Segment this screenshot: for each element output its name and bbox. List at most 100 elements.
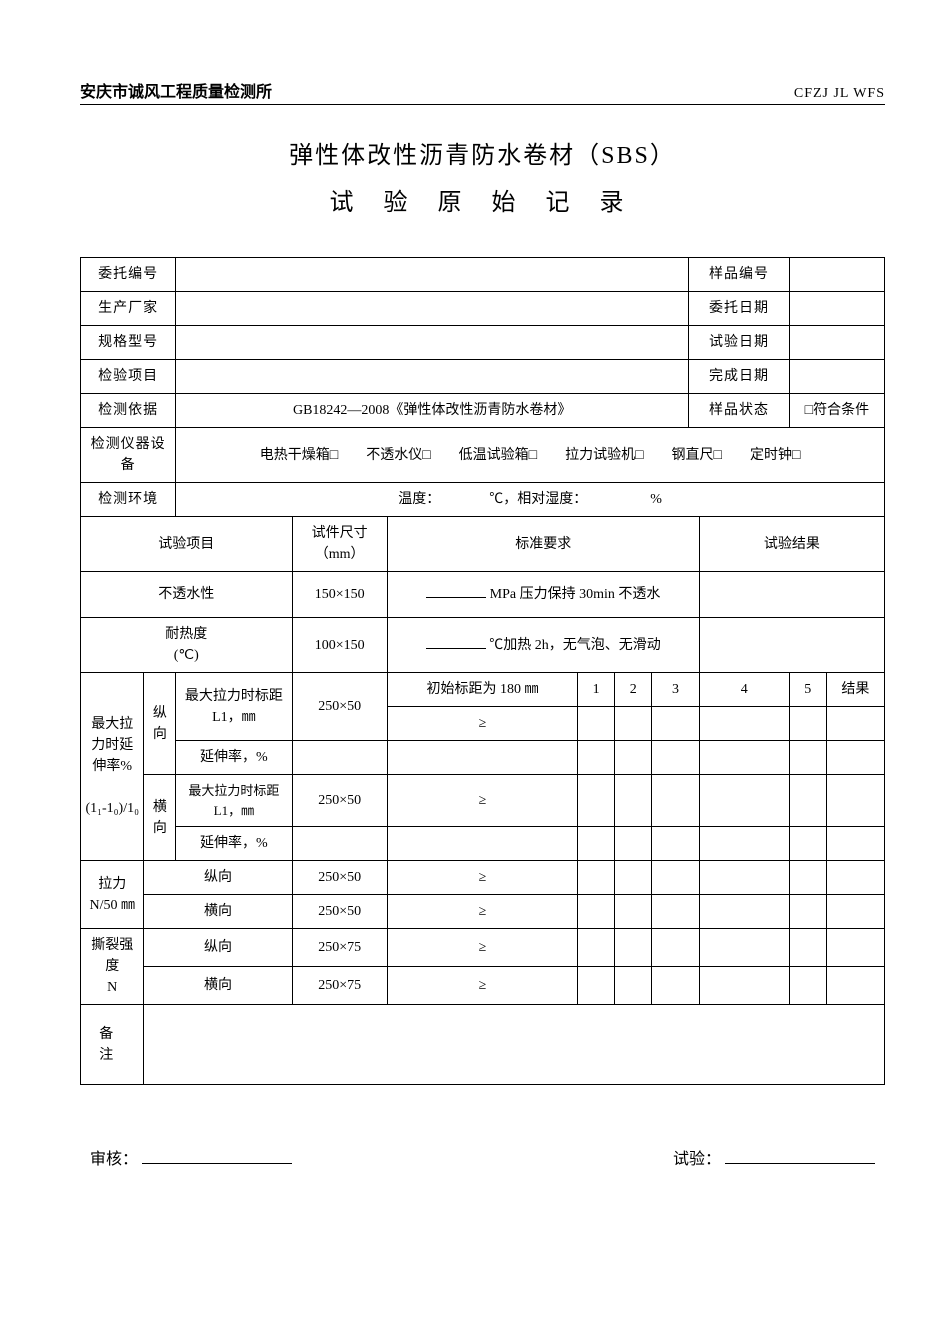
cell[interactable] (578, 775, 615, 827)
cell[interactable] (699, 967, 789, 1005)
cell[interactable] (615, 929, 652, 967)
value-environment[interactable]: 温度： ℃，相对湿度： % (176, 483, 885, 517)
cell[interactable] (578, 707, 615, 741)
tester-block: 试验： (673, 1145, 875, 1169)
col-result: 试验结果 (699, 517, 884, 572)
cell[interactable] (615, 775, 652, 827)
cell[interactable] (699, 929, 789, 967)
cell[interactable] (387, 827, 577, 861)
cell[interactable] (578, 895, 615, 929)
label-test-items: 检验项目 (81, 360, 176, 394)
cell[interactable] (826, 741, 884, 775)
label-entrust-date: 委托日期 (689, 292, 789, 326)
cell[interactable] (699, 827, 789, 861)
cell[interactable] (652, 861, 700, 895)
label-test-date: 试验日期 (689, 326, 789, 360)
cell[interactable] (387, 741, 577, 775)
cell[interactable] (699, 895, 789, 929)
req-waterproof-text: MPa 压力保持 30min 不透水 (486, 587, 660, 602)
cell[interactable] (699, 707, 789, 741)
cell[interactable] (615, 967, 652, 1005)
cell[interactable] (789, 895, 826, 929)
cell[interactable] (826, 967, 884, 1005)
cell[interactable] (699, 861, 789, 895)
result-waterproof[interactable] (699, 572, 884, 618)
cell[interactable] (615, 707, 652, 741)
cell[interactable] (615, 741, 652, 775)
cell[interactable] (699, 775, 789, 827)
cell[interactable] (578, 967, 615, 1005)
col-spec-size: 试件尺寸（mm） (292, 517, 387, 572)
size-empty (292, 741, 387, 775)
doc-code: CFZJ JL WFS (794, 86, 885, 102)
item-heat: 耐热度 (℃) (81, 618, 293, 673)
value-conform[interactable]: □符合条件 (789, 394, 884, 428)
title-block: 弹性体改性沥青防水卷材（SBS） 试 验 原 始 记 录 (80, 135, 885, 217)
cell[interactable] (615, 827, 652, 861)
cell[interactable] (652, 741, 700, 775)
col-2: 2 (615, 673, 652, 707)
cell[interactable] (789, 775, 826, 827)
cell[interactable] (826, 707, 884, 741)
value-complete-date[interactable] (789, 360, 884, 394)
row-heat: 耐热度 (℃) 100×150 ℃加热 2h，无气泡、无滑动 (81, 618, 885, 673)
elong-rate-v: 延伸率，% (176, 741, 292, 775)
cell[interactable] (615, 861, 652, 895)
reviewer-block: 审核： (90, 1145, 292, 1169)
cell[interactable] (826, 827, 884, 861)
cell[interactable] (652, 775, 700, 827)
cell[interactable] (789, 827, 826, 861)
size-tear-v: 250×75 (292, 929, 387, 967)
value-test-basis: GB18242—2008《弹性体改性沥青防水卷材》 (176, 394, 689, 428)
cell[interactable] (652, 707, 700, 741)
cell[interactable] (699, 741, 789, 775)
cell[interactable] (789, 741, 826, 775)
result-heat[interactable] (699, 618, 884, 673)
value-manufacturer[interactable] (176, 292, 689, 326)
cell[interactable] (615, 895, 652, 929)
cell[interactable] (652, 895, 700, 929)
value-entrust-date[interactable] (789, 292, 884, 326)
title-line-1: 弹性体改性沥青防水卷材（SBS） (80, 135, 885, 170)
value-test-items[interactable] (176, 360, 689, 394)
cell[interactable] (652, 967, 700, 1005)
org-name: 安庆市诚风工程质量检测所 (80, 78, 272, 102)
value-test-date[interactable] (789, 326, 884, 360)
elong-h-l1: 最大拉力时标距 L1，㎜ (176, 775, 292, 827)
cell[interactable] (578, 827, 615, 861)
signature-row: 审核： 试验： (80, 1145, 885, 1169)
value-entrust-no[interactable] (176, 258, 689, 292)
cell[interactable] (652, 827, 700, 861)
size-empty2 (292, 827, 387, 861)
gte: ≥ (387, 967, 577, 1005)
label-equipment: 检测仪器设 备 (81, 428, 176, 483)
elong-v-l1: 最大拉力时标距 L1，㎜ (176, 673, 292, 741)
value-equipment[interactable]: 电热干燥箱□ 不透水仪□ 低温试验箱□ 拉力试验机□ 钢直尺□ 定时钟□ (176, 428, 885, 483)
cell[interactable] (652, 929, 700, 967)
cell[interactable] (578, 929, 615, 967)
value-sample-no[interactable] (789, 258, 884, 292)
cell[interactable] (826, 775, 884, 827)
cell[interactable] (789, 929, 826, 967)
row-elong-5: 延伸率，% (81, 827, 885, 861)
req-heat: ℃加热 2h，无气泡、无滑动 (387, 618, 699, 673)
reviewer-line[interactable] (142, 1163, 292, 1164)
cell[interactable] (826, 929, 884, 967)
label-manufacturer: 生产厂家 (81, 292, 176, 326)
tester-label: 试验： (673, 1145, 721, 1169)
cell[interactable] (826, 861, 884, 895)
tester-line[interactable] (725, 1163, 875, 1164)
cell[interactable] (826, 895, 884, 929)
table-row: 委托编号 样品编号 (81, 258, 885, 292)
cell[interactable] (578, 741, 615, 775)
cell[interactable] (789, 707, 826, 741)
heat-unit: (℃) (174, 648, 199, 663)
value-remarks[interactable] (144, 1005, 885, 1085)
cell[interactable] (789, 967, 826, 1005)
row-tension-v: 拉力N/50 ㎜纵向250×50≥ (81, 861, 885, 895)
cell[interactable] (789, 861, 826, 895)
cell[interactable] (578, 861, 615, 895)
size-elong-h: 250×50 (292, 775, 387, 827)
table-row: 检测仪器设 备 电热干燥箱□ 不透水仪□ 低温试验箱□ 拉力试验机□ 钢直尺□ … (81, 428, 885, 483)
value-spec-model[interactable] (176, 326, 689, 360)
